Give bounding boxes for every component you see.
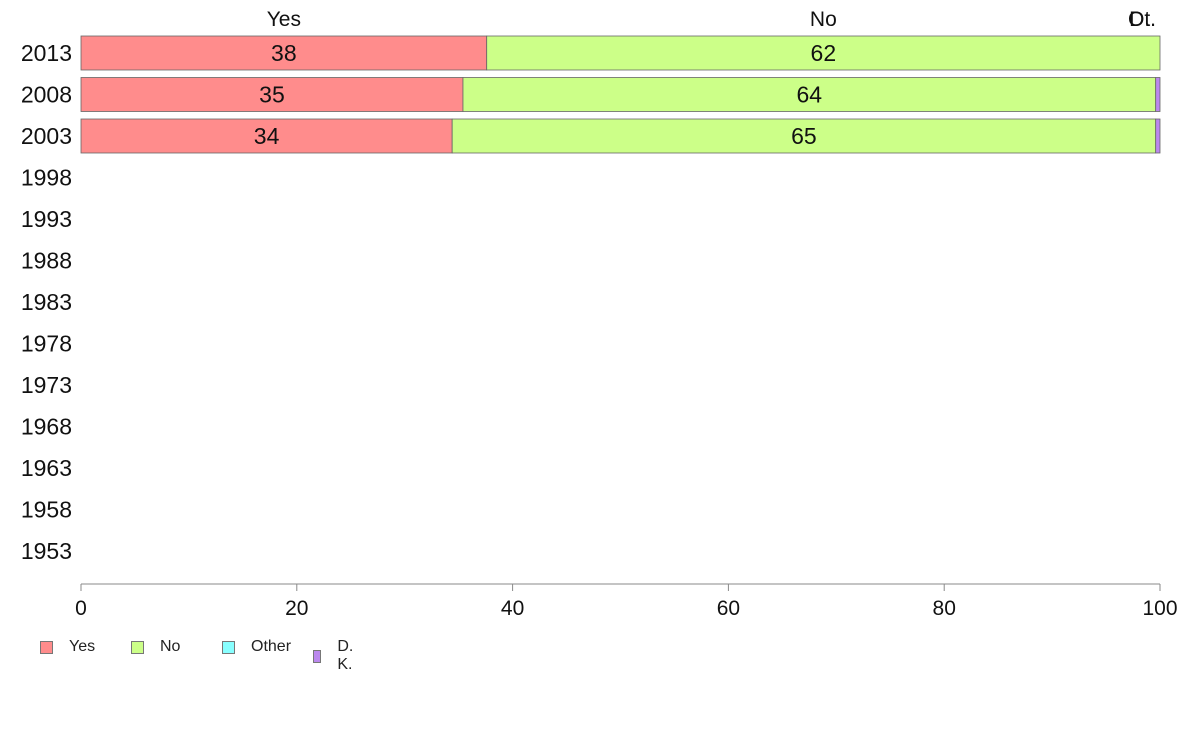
legend-item-dk: D. K.: [313, 638, 358, 674]
legend-item-no: No: [131, 638, 180, 656]
legend-label-other: Other: [251, 638, 292, 655]
x-tick-label-0: 0: [75, 597, 87, 620]
legend-swatch-other: [222, 640, 235, 654]
y-label-1983: 1983: [21, 289, 72, 315]
bar-2003-dk: [1155, 118, 1161, 154]
top-label-0: Yes: [267, 8, 301, 31]
x-tick-label-80: 80: [933, 597, 956, 620]
legend-item-other: Other: [222, 638, 291, 656]
y-label-1988: 1988: [21, 248, 72, 274]
y-axis-labels: 2013 2008 2003 1998 1993 1988 1983 1978 1973 1968…: [21, 40, 72, 564]
bar-label-2003-no: 65: [791, 123, 817, 149]
bar-label-2013-yes: 38: [271, 40, 297, 66]
bar-2008-dk: [1155, 77, 1161, 112]
bar-value-labels: 38 62 35 64 34 65: [254, 40, 836, 149]
legend-swatch-dk: [313, 649, 322, 663]
y-label-1953: 1953: [21, 538, 72, 564]
top-label-2: Ot.: [1128, 8, 1156, 31]
bar-label-2003-yes: 34: [254, 123, 280, 149]
bar-2003-no: [451, 118, 1157, 154]
bar-2013-no: [486, 35, 1161, 71]
legend-label-dk: D. K.: [337, 638, 354, 673]
bar-label-2008-no: 64: [797, 82, 823, 108]
y-label-1993: 1993: [21, 206, 72, 232]
legend-swatch-yes: [40, 640, 53, 654]
y-label-2013: 2013: [21, 40, 72, 66]
bar-label-2008-yes: 35: [259, 82, 285, 108]
x-tick-label-40: 40: [501, 597, 524, 620]
top-labels: Yes No Ot.D..: [267, 8, 1156, 31]
y-label-1973: 1973: [21, 372, 72, 398]
bar-2003-yes: [80, 118, 453, 154]
y-label-1998: 1998: [21, 165, 72, 191]
bar-label-2013-no: 62: [811, 40, 837, 66]
x-tick-label-100: 100: [1142, 597, 1177, 620]
legend-label-no: No: [160, 638, 181, 655]
y-label-1968: 1968: [21, 414, 72, 440]
top-label-3: D..: [1129, 8, 1156, 31]
bars: [80, 35, 1161, 154]
x-tick-label-20: 20: [285, 597, 308, 620]
y-label-2003: 2003: [21, 123, 72, 149]
y-label-1958: 1958: [21, 497, 72, 523]
x-tick-label-60: 60: [717, 597, 740, 620]
legend-label-yes: Yes: [69, 638, 96, 655]
y-label-2008: 2008: [21, 82, 72, 108]
legend-item-yes: Yes: [40, 638, 95, 656]
x-axis: 0 20 40 60 80 100: [75, 583, 1178, 620]
legend-swatch-no: [131, 640, 144, 654]
y-label-1963: 1963: [21, 455, 72, 481]
y-label-1978: 1978: [21, 331, 72, 357]
top-label-1: No: [810, 8, 837, 31]
